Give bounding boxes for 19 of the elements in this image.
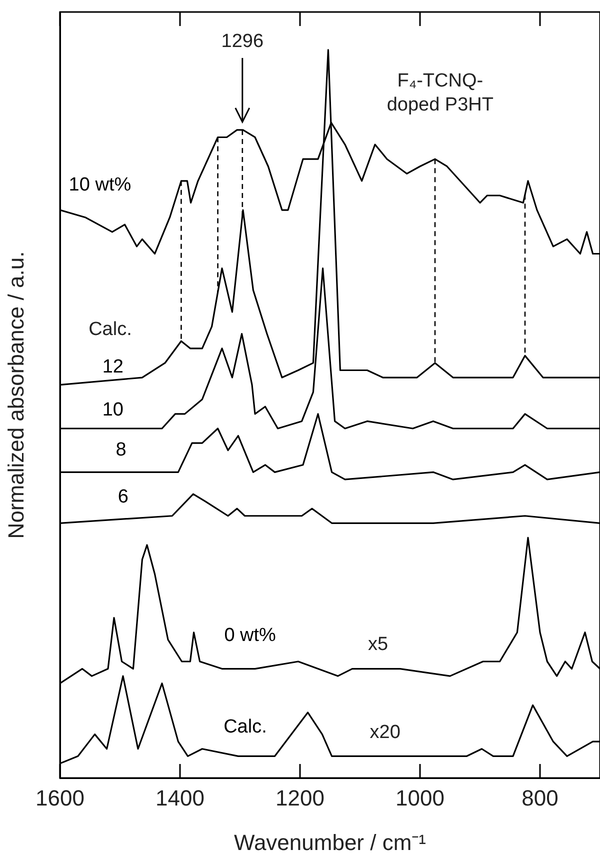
annotation: 1296 <box>221 31 264 52</box>
x-tick-label: 800 <box>522 785 558 810</box>
series-label: 10 <box>102 400 124 421</box>
series-label: 8 <box>116 439 126 460</box>
x-axis-title: Wavenumber / cm⁻¹ <box>234 830 426 855</box>
x-tick-label: 1000 <box>396 785 444 810</box>
annotation: Calc. <box>88 319 132 340</box>
x-tick-label: 1400 <box>156 785 204 810</box>
annotation: F₄-TCNQ- doped P3HT <box>386 70 494 116</box>
series-label: 10 wt% <box>68 174 132 196</box>
series-label: Calc. <box>224 716 267 738</box>
x-tick-label: 1200 <box>276 785 324 810</box>
series-label: 6 <box>118 486 128 508</box>
series-label: 12 <box>102 356 124 378</box>
x-tick-label: 1600 <box>36 785 84 810</box>
annotation: x5 <box>368 634 388 655</box>
annotation: x20 <box>370 722 400 744</box>
series-label: 0 wt% <box>224 625 276 646</box>
y-axis-title: Normalized absorbance / a.u. <box>3 251 28 539</box>
